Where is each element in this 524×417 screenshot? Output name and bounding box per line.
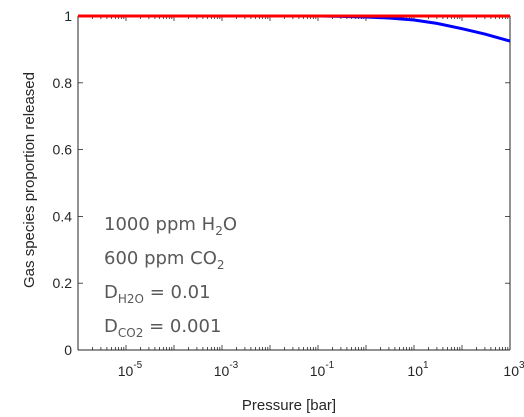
annotation-text: D	[104, 316, 118, 337]
annotation-text: D	[104, 282, 118, 303]
annotation-line: DCO2 = 0.001	[104, 316, 221, 340]
x-tick-base: 10	[310, 363, 326, 379]
annotation-text: 1000 ppm H	[104, 214, 215, 235]
annotation-line: 1000 ppm H2O	[104, 214, 237, 238]
x-tick-exponent: -5	[133, 360, 142, 371]
y-tick-label: 0.8	[53, 75, 73, 91]
x-tick-base: 10	[503, 363, 519, 379]
annotation-text: = 0.001	[143, 316, 221, 337]
y-tick-label: 0.4	[53, 208, 73, 224]
x-tick-base: 10	[214, 363, 230, 379]
x-tick-label: 103	[503, 360, 524, 379]
x-tick-label: 10-3	[214, 360, 239, 379]
annotation-subscript: H2O	[118, 292, 144, 306]
annotation-text: O	[223, 214, 237, 235]
x-axis-label: Pressure [bar]	[242, 397, 336, 414]
annotation-line: 600 ppm CO2	[104, 248, 225, 272]
x-tick-label: 101	[407, 360, 429, 379]
y-tick-label: 1	[64, 8, 72, 24]
x-tick-exponent: 1	[423, 360, 429, 371]
x-tick-exponent: -3	[229, 360, 238, 371]
x-tick-base: 10	[407, 363, 423, 379]
x-tick-label: 10-1	[310, 360, 335, 379]
annotation-text: = 0.01	[144, 282, 211, 303]
annotation-subscript: 2	[215, 224, 223, 238]
x-tick-base: 10	[118, 363, 134, 379]
y-tick-label: 0.6	[53, 142, 73, 158]
y-axis-label-group: Gas species proportion released	[21, 72, 38, 288]
annotation-text: 600 ppm CO	[104, 248, 217, 269]
annotation-subscript: 2	[217, 258, 225, 272]
y-tick-label: 0	[64, 342, 72, 358]
y-tick-label: 0.2	[53, 275, 73, 291]
series-line-1	[78, 14, 511, 43]
y-axis-label: Gas species proportion released	[21, 72, 38, 288]
annotation-line: DH2O = 0.01	[104, 282, 211, 306]
annotation-subscript: CO2	[118, 326, 143, 340]
x-tick-label: 10-5	[118, 360, 143, 379]
x-tick-exponent: 3	[519, 360, 524, 371]
x-tick-exponent: -1	[325, 360, 334, 371]
